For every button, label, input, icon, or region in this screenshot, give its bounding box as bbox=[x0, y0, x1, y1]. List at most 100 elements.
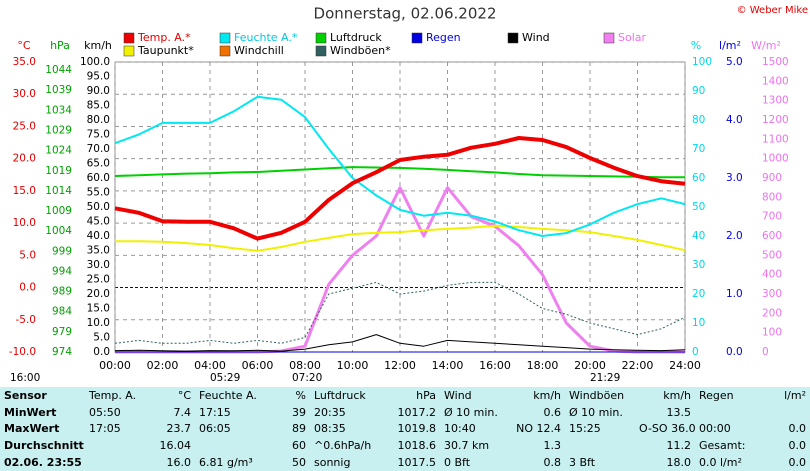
tick-label: 1.0 bbox=[726, 288, 743, 300]
tick-label: 10 bbox=[692, 317, 705, 329]
legend-label: Windböen* bbox=[330, 44, 391, 57]
sun-time: 16:00 bbox=[10, 372, 40, 384]
tick-label: 20.0 bbox=[87, 288, 110, 300]
series-line bbox=[114, 334, 686, 352]
x-tick-label: 06:00 bbox=[242, 359, 274, 372]
table-row: MinWert 05:50 7.4 17:15 39 20:35 1017.2 Ø 10 mi… bbox=[0, 404, 810, 421]
tick-label: 1400 bbox=[762, 75, 789, 87]
tick-label: 600 bbox=[762, 230, 782, 242]
table-cell: 17:05 bbox=[89, 422, 121, 436]
tick-label: 20.0 bbox=[13, 153, 36, 165]
table-cell bbox=[85, 437, 145, 454]
table-row: 02.06. 23:55 16.0 6.81 g/m³ 50 sonnig 1017.5 0… bbox=[0, 454, 810, 471]
tick-label: 1019 bbox=[45, 165, 72, 177]
tick-label: 10.0 bbox=[87, 317, 110, 329]
table-cell: 1018.6 bbox=[397, 439, 437, 453]
table-cell: 0.8 bbox=[543, 456, 562, 470]
table-cell: O-SO 36.0 bbox=[639, 422, 695, 436]
tick-label: 15.0 bbox=[13, 185, 36, 197]
tick-label: 15.0 bbox=[87, 303, 110, 315]
table-cell: Durchschnitt bbox=[4, 439, 84, 453]
tick-label: 100.0 bbox=[80, 56, 110, 68]
x-tick-label: 24:00 bbox=[669, 359, 701, 372]
axis-title: W/m² bbox=[751, 39, 781, 52]
legend-label: Feuchte A.* bbox=[234, 31, 298, 44]
table-cell: ^0.6hPa/h bbox=[314, 439, 372, 453]
x-tick-label: 18:00 bbox=[527, 359, 559, 372]
tick-label: 30.0 bbox=[87, 259, 110, 271]
table-cell: 89 bbox=[292, 422, 306, 436]
table-cell: Sensor bbox=[4, 388, 47, 402]
table-cell: 0.0 bbox=[788, 422, 807, 436]
table-cell: Windböen bbox=[569, 388, 625, 402]
axis-title: % bbox=[691, 39, 701, 52]
table-cell: °C bbox=[177, 388, 191, 402]
table-cell: km/h bbox=[533, 388, 561, 402]
legend-swatch bbox=[219, 32, 231, 44]
chart: Donnerstag, 02.06.2022 © Weber Mike °C -1… bbox=[9, 5, 808, 385]
tick-label: 70.0 bbox=[87, 143, 110, 155]
legend-swatch bbox=[603, 32, 615, 44]
tick-label: 5.0 bbox=[19, 249, 36, 261]
table-cell: 0.6 bbox=[543, 405, 562, 419]
tick-label: 60 bbox=[692, 172, 705, 184]
table-cell: 05:50 bbox=[89, 405, 121, 419]
tick-label: 900 bbox=[762, 172, 782, 184]
legend-label: Windchill bbox=[234, 44, 284, 57]
legend-swatch bbox=[219, 45, 231, 57]
table-cell: MaxWert bbox=[4, 422, 60, 436]
table-cell: MinWert bbox=[4, 405, 57, 419]
table-cell: 1.3 bbox=[543, 439, 562, 453]
tick-label: -5.0 bbox=[16, 314, 37, 326]
tick-label: 994 bbox=[52, 265, 72, 277]
sun-time: 21:29 bbox=[590, 372, 620, 384]
tick-label: 0.0 bbox=[726, 346, 743, 358]
table-cell: 7.4 bbox=[173, 405, 192, 419]
tick-label: 60.0 bbox=[87, 172, 110, 184]
table-cell: 00:00 bbox=[699, 422, 731, 436]
axis-title: hPa bbox=[50, 39, 70, 52]
table-cell: 0.0 l/m² bbox=[699, 456, 742, 470]
legend-label: Temp. A.* bbox=[137, 31, 191, 44]
axis-title: °C bbox=[17, 39, 31, 52]
legend-label: Regen bbox=[426, 31, 461, 44]
tick-label: 989 bbox=[52, 286, 72, 298]
tick-label: 984 bbox=[52, 306, 72, 318]
legend-swatch bbox=[315, 32, 327, 44]
tick-label: 45.0 bbox=[87, 216, 110, 228]
table-cell: 18.0 bbox=[666, 456, 692, 470]
legend-swatch bbox=[411, 32, 423, 44]
table-cell: 15:25 bbox=[569, 422, 601, 436]
table-cell: km/h bbox=[663, 388, 691, 402]
tick-label: 35.0 bbox=[13, 56, 36, 68]
table-cell: Wind bbox=[444, 388, 472, 402]
legend-label: Solar bbox=[618, 31, 647, 44]
table-cell: 0 Bft bbox=[444, 456, 471, 470]
table-cell: Regen bbox=[699, 388, 734, 402]
tick-label: 1029 bbox=[45, 124, 72, 136]
table-cell: hPa bbox=[416, 388, 436, 402]
table-row: Durchschnitt 16.04 60 ^0.6hPa/h 1018.6 30.7 k… bbox=[0, 437, 810, 454]
x-tick-label: 10:00 bbox=[337, 359, 369, 372]
stats-table: Sensor Temp. A. °C Feuchte A.% Luftdruck hPa W… bbox=[0, 387, 810, 471]
table-cell: 11.2 bbox=[666, 439, 692, 453]
tick-label: 200 bbox=[762, 307, 782, 319]
axis-title: l/m² bbox=[719, 39, 741, 52]
tick-label: 95.0 bbox=[87, 71, 110, 83]
table-cell: 1017.2 bbox=[397, 405, 437, 419]
x-tick-label: 16:00 bbox=[479, 359, 511, 372]
tick-label: 1014 bbox=[45, 185, 72, 197]
tick-label: 1044 bbox=[45, 64, 72, 76]
table-cell: 16.04 bbox=[159, 439, 192, 453]
table-cell: Ø 10 min. bbox=[444, 405, 498, 419]
tick-label: 1100 bbox=[762, 133, 789, 145]
table-cell: 23.7 bbox=[166, 422, 192, 436]
x-tick-label: 00:00 bbox=[99, 359, 131, 372]
table-cell: 17:15 bbox=[199, 405, 231, 419]
table-cell: 6.81 g/m³ bbox=[199, 456, 253, 470]
table-cell: 60 bbox=[292, 439, 306, 453]
tick-label: 300 bbox=[762, 288, 782, 300]
series-line bbox=[115, 224, 686, 252]
table-cell: 16.0 bbox=[166, 456, 192, 470]
x-tick-label: 04:00 bbox=[194, 359, 226, 372]
